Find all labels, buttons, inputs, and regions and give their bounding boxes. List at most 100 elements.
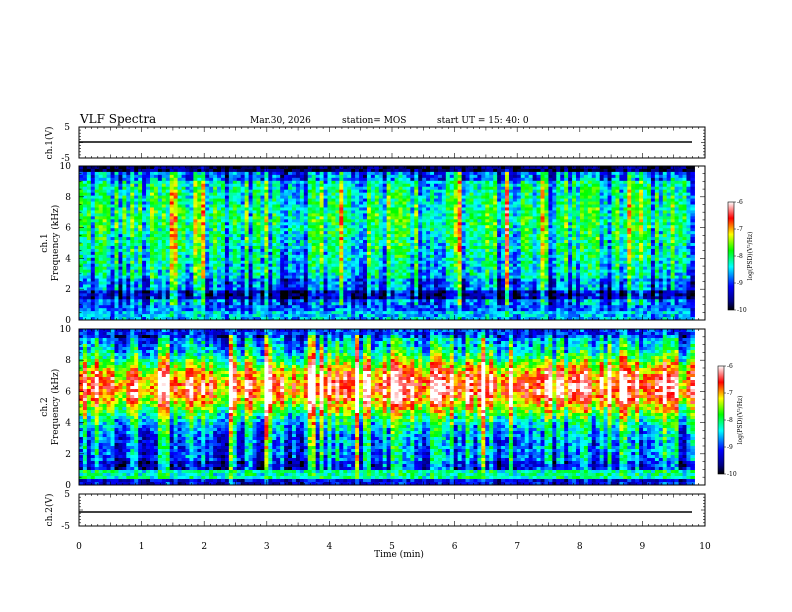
spectrogram-cell: [90, 296, 96, 300]
spectrogram-cell: [386, 207, 392, 212]
spectrogram-cell: [224, 266, 230, 271]
spectrogram-cell: [335, 234, 340, 238]
spectrogram-cell: [288, 314, 293, 318]
spectrogram-cell: [359, 317, 364, 320]
spectrogram-cell: [382, 308, 388, 312]
spectrogram-cell: [280, 296, 285, 300]
spectrogram-cell: [303, 174, 309, 179]
spectrogram-cell: [177, 293, 183, 297]
spectrogram-cell: [264, 299, 269, 303]
spectrogram-cell: [335, 183, 340, 188]
spectrogram-cell: [422, 198, 427, 203]
spectrogram-cell: [221, 260, 226, 265]
spectrogram-cell: [236, 314, 242, 318]
spectrogram-cell: [422, 311, 427, 315]
spectrogram-cell: [272, 210, 277, 214]
spectrogram-cell: [86, 210, 92, 214]
spectrogram-cell: [256, 207, 262, 212]
spectrogram-cell: [213, 311, 218, 315]
spectrogram-cell: [295, 251, 301, 256]
spectrogram-cell: [185, 195, 191, 200]
spectrogram-cell: [205, 237, 210, 241]
spectrogram-cell: [406, 204, 411, 209]
spectrogram-cell: [201, 302, 206, 306]
spectrogram-cell: [315, 308, 321, 312]
spectrogram-cell: [260, 272, 265, 277]
spectrogram-cell: [193, 263, 198, 268]
spectrogram-cell: [272, 251, 277, 256]
spectrogram-cell: [288, 189, 293, 194]
spectrogram-cell: [134, 251, 139, 256]
spectrogram-cell: [94, 293, 100, 297]
spectrogram-cell: [240, 228, 246, 232]
spectrogram-cell: [351, 213, 356, 217]
spectrogram-cell: [343, 234, 348, 238]
spectrogram-cell: [256, 204, 262, 209]
spectrogram-cell: [153, 240, 159, 244]
spectrogram-cell: [374, 266, 380, 271]
spectrogram-cell: [343, 195, 348, 200]
spectrogram-cell: [366, 311, 372, 315]
spectrogram-cell: [173, 254, 179, 259]
spectrogram-cell: [118, 311, 123, 315]
spectrogram-cell: [394, 257, 400, 262]
spectrogram-cell: [173, 207, 179, 212]
spectrogram-cell: [280, 228, 285, 232]
spectrogram-cell: [382, 278, 388, 283]
spectrogram-cell: [331, 195, 336, 200]
spectrogram-cell: [303, 311, 309, 315]
spectrogram-cell: [299, 254, 305, 259]
spectrogram-cell: [106, 290, 112, 294]
spectrogram-cell: [146, 192, 151, 197]
spectrogram-cell: [351, 254, 356, 259]
spectrogram-cell: [150, 260, 155, 265]
spectrogram-cell: [319, 186, 325, 191]
spectrogram-cell: [98, 314, 104, 318]
spectrogram-cell: [288, 275, 293, 280]
spectrogram-cell: [418, 210, 423, 214]
spectrogram-cell: [217, 198, 222, 203]
spectrogram-cell: [347, 228, 352, 232]
spectrogram-cell: [414, 299, 419, 303]
spectrogram-cell: [126, 207, 131, 212]
spectrogram-cell: [153, 311, 159, 315]
spectrogram-cell: [292, 314, 297, 318]
spectrogram-cell: [430, 305, 435, 309]
spectrogram-cell: [94, 299, 100, 303]
spectrogram-cell: [430, 281, 435, 286]
spectrogram-cell: [370, 281, 376, 286]
spectrogram-cell: [126, 240, 131, 244]
spectrogram-cell: [323, 257, 329, 262]
spectrogram-cell: [126, 284, 131, 289]
spectrogram-cell: [410, 213, 415, 217]
spectrogram-cell: [402, 275, 407, 280]
spectrogram-cell: [422, 174, 427, 179]
spectrogram-cell: [347, 278, 352, 283]
spectrogram-cell: [276, 260, 281, 265]
spectrogram-cell: [197, 299, 202, 303]
spectrogram-cell: [347, 296, 352, 300]
spectrogram-cell: [189, 183, 194, 188]
spectrogram-cell: [201, 219, 206, 223]
spectrogram-cell: [351, 171, 356, 176]
spectrogram-cell: [150, 174, 155, 179]
spectrogram-cell: [370, 311, 376, 315]
spectrogram-cell: [382, 210, 388, 214]
spectrogram-cell: [311, 263, 317, 268]
spectrogram-cell: [363, 228, 368, 232]
spectrogram-cell: [205, 254, 210, 259]
spectrogram-cell: [106, 207, 112, 212]
spectrogram-cell: [418, 254, 423, 259]
spectrogram-cell: [114, 174, 120, 179]
spectrogram-cell: [307, 177, 313, 182]
spectrogram-cell: [205, 180, 210, 185]
spectrogram-cell: [335, 311, 340, 315]
spectrogram-cell: [240, 168, 246, 173]
spectrogram-cell: [142, 231, 147, 235]
spectrogram-cell: [146, 275, 151, 280]
spectrogram-cell: [418, 275, 423, 280]
spectrogram-cell: [315, 216, 321, 220]
spectrogram-cell: [169, 248, 175, 253]
spectrogram-cell: [193, 257, 198, 262]
spectrogram-cell: [363, 168, 368, 173]
